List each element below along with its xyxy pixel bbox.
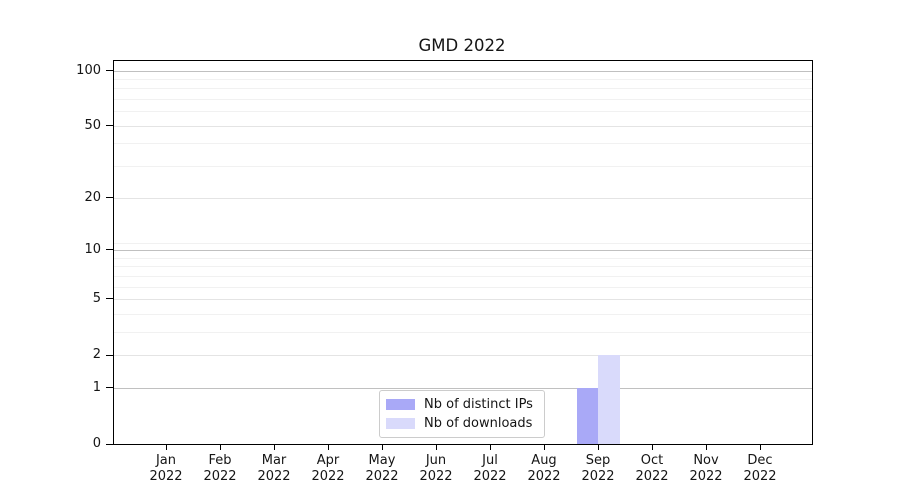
x-tick-label: Jul 2022	[473, 453, 506, 485]
y-gridline	[114, 197, 812, 199]
legend-label: Nb of downloads	[424, 416, 533, 431]
x-tick-mark	[490, 444, 491, 450]
x-label-year: 2022	[257, 468, 291, 484]
x-label-month: Dec	[747, 453, 773, 468]
y-gridline-minor	[114, 242, 812, 244]
y-gridline	[114, 70, 812, 72]
x-label-month: Sep	[585, 453, 611, 468]
x-tick-mark	[166, 444, 167, 450]
y-gridline-minor	[114, 166, 812, 168]
x-label-month: Mar	[261, 453, 287, 468]
x-tick-label: Oct 2022	[635, 453, 668, 485]
x-label-year: 2022	[527, 468, 561, 484]
plot-area: 0 1 2 5 10 20 50 100 Jan 2022 Feb 2022 Mar 2022 Apr 202…	[76, 60, 813, 484]
x-label-month: Jan	[155, 453, 177, 468]
x-tick-mark	[436, 444, 437, 450]
y-tick-mark	[106, 125, 114, 127]
y-tick-label: 1	[92, 379, 101, 395]
x-label-year: 2022	[149, 468, 183, 484]
y-gridline-minor	[114, 286, 812, 288]
y-tick-mark	[106, 387, 114, 389]
y-gridline-minor	[114, 275, 812, 277]
y-tick-mark	[106, 249, 114, 251]
y-tick-label: 5	[92, 290, 101, 306]
y-gridline-minor	[114, 143, 812, 145]
y-gridline-minor	[114, 111, 812, 113]
x-label-year: 2022	[365, 468, 399, 484]
x-tick-label: Sep 2022	[581, 453, 614, 485]
y-gridline-minor	[114, 88, 812, 90]
y-gridline-minor	[114, 257, 812, 259]
y-tick-label: 2	[92, 346, 101, 362]
y-tick-label: 100	[76, 62, 101, 78]
x-tick-mark	[382, 444, 383, 450]
x-label-year: 2022	[743, 468, 777, 484]
x-tick-mark	[706, 444, 707, 450]
x-label-month: Aug	[531, 453, 557, 468]
x-label-year: 2022	[473, 468, 507, 484]
x-tick-mark	[652, 444, 653, 450]
y-tick-label: 10	[84, 241, 101, 257]
x-tick-mark	[220, 444, 221, 450]
x-tick-label: Nov 2022	[689, 453, 722, 485]
y-gridline	[114, 249, 812, 251]
x-label-year: 2022	[203, 468, 237, 484]
bar	[598, 355, 620, 444]
y-tick-label: 0	[92, 435, 101, 451]
x-label-month: May	[368, 453, 396, 468]
x-tick-label: Jan 2022	[149, 453, 182, 485]
x-label-year: 2022	[311, 468, 345, 484]
y-tick-mark	[106, 354, 114, 356]
x-tick-mark	[544, 444, 545, 450]
x-label-year: 2022	[581, 468, 615, 484]
bar	[576, 387, 598, 444]
y-gridline	[114, 387, 812, 389]
y-tick-label: 50	[84, 117, 101, 133]
x-tick-label: Aug 2022	[527, 453, 560, 485]
y-gridline-minor	[114, 78, 812, 80]
x-label-year: 2022	[419, 468, 453, 484]
x-label-month: Nov	[693, 453, 719, 468]
x-label-year: 2022	[635, 468, 669, 484]
y-gridline-minor	[114, 331, 812, 333]
x-tick-label: Jun 2022	[419, 453, 452, 485]
y-gridline	[114, 355, 812, 357]
x-tick-label: Mar 2022	[257, 453, 290, 485]
x-tick-label: Dec 2022	[743, 453, 776, 485]
y-tick-mark	[106, 70, 114, 71]
chart-title: GMD 2022	[418, 36, 506, 55]
y-gridline-minor	[114, 313, 812, 315]
x-tick-label: May 2022	[365, 453, 398, 485]
x-tick-mark	[598, 444, 599, 450]
y-tick-label: 20	[84, 189, 101, 205]
x-label-month: Feb	[208, 453, 232, 468]
y-gridline-minor	[114, 266, 812, 268]
x-tick-mark	[760, 444, 761, 450]
legend-swatch	[386, 418, 415, 429]
y-gridline	[114, 298, 812, 300]
legend-swatch	[386, 399, 415, 410]
x-label-month: Jun	[425, 453, 447, 468]
y-gridline-minor	[114, 99, 812, 101]
y-gridline	[114, 125, 812, 127]
y-tick-mark	[106, 443, 114, 445]
y-tick-mark	[106, 298, 114, 300]
x-tick-label: Apr 2022	[311, 453, 344, 485]
legend-entry: Nb of downloads	[386, 416, 534, 431]
x-tick-mark	[274, 444, 275, 450]
x-label-month: Oct	[640, 453, 664, 468]
x-tick-label: Feb 2022	[203, 453, 236, 485]
x-tick-mark	[328, 444, 329, 450]
y-tick-mark	[106, 197, 114, 199]
legend-label: Nb of distinct IPs	[424, 397, 533, 412]
x-label-month: Apr	[316, 453, 340, 468]
legend-entry: Nb of distinct IPs	[386, 397, 534, 412]
x-label-year: 2022	[689, 468, 723, 484]
legend: Nb of distinct IPs Nb of downloads	[379, 390, 545, 438]
x-label-month: Jul	[482, 453, 498, 468]
